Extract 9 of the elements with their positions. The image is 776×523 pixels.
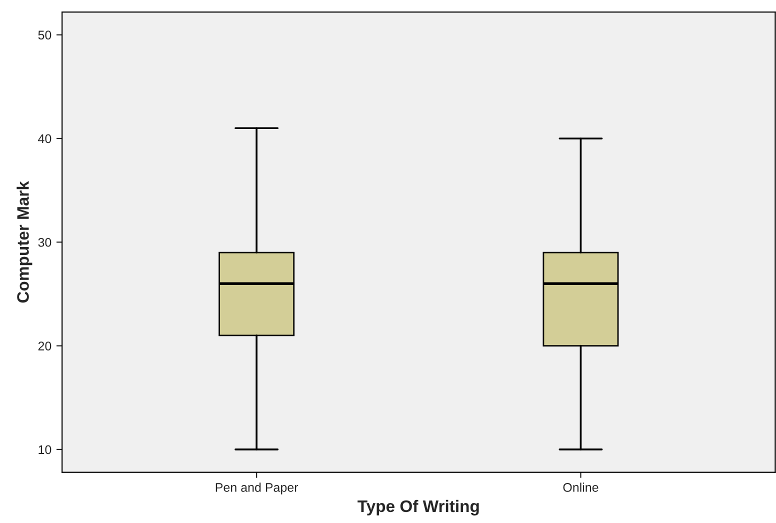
y-tick-label: 30 xyxy=(38,238,52,247)
y-tick-label: 50 xyxy=(38,30,52,40)
y-tick-label: 40 xyxy=(38,134,52,144)
x-tick-label: Pen and Paper xyxy=(216,482,298,494)
y-axis-title: Computer Mark xyxy=(16,181,32,303)
y-tick-label: 20 xyxy=(38,342,52,350)
x-axis-title: Type Of Writing xyxy=(358,500,479,516)
y-tick-label: 10 xyxy=(38,445,52,454)
x-tick-label: Online xyxy=(563,482,598,492)
